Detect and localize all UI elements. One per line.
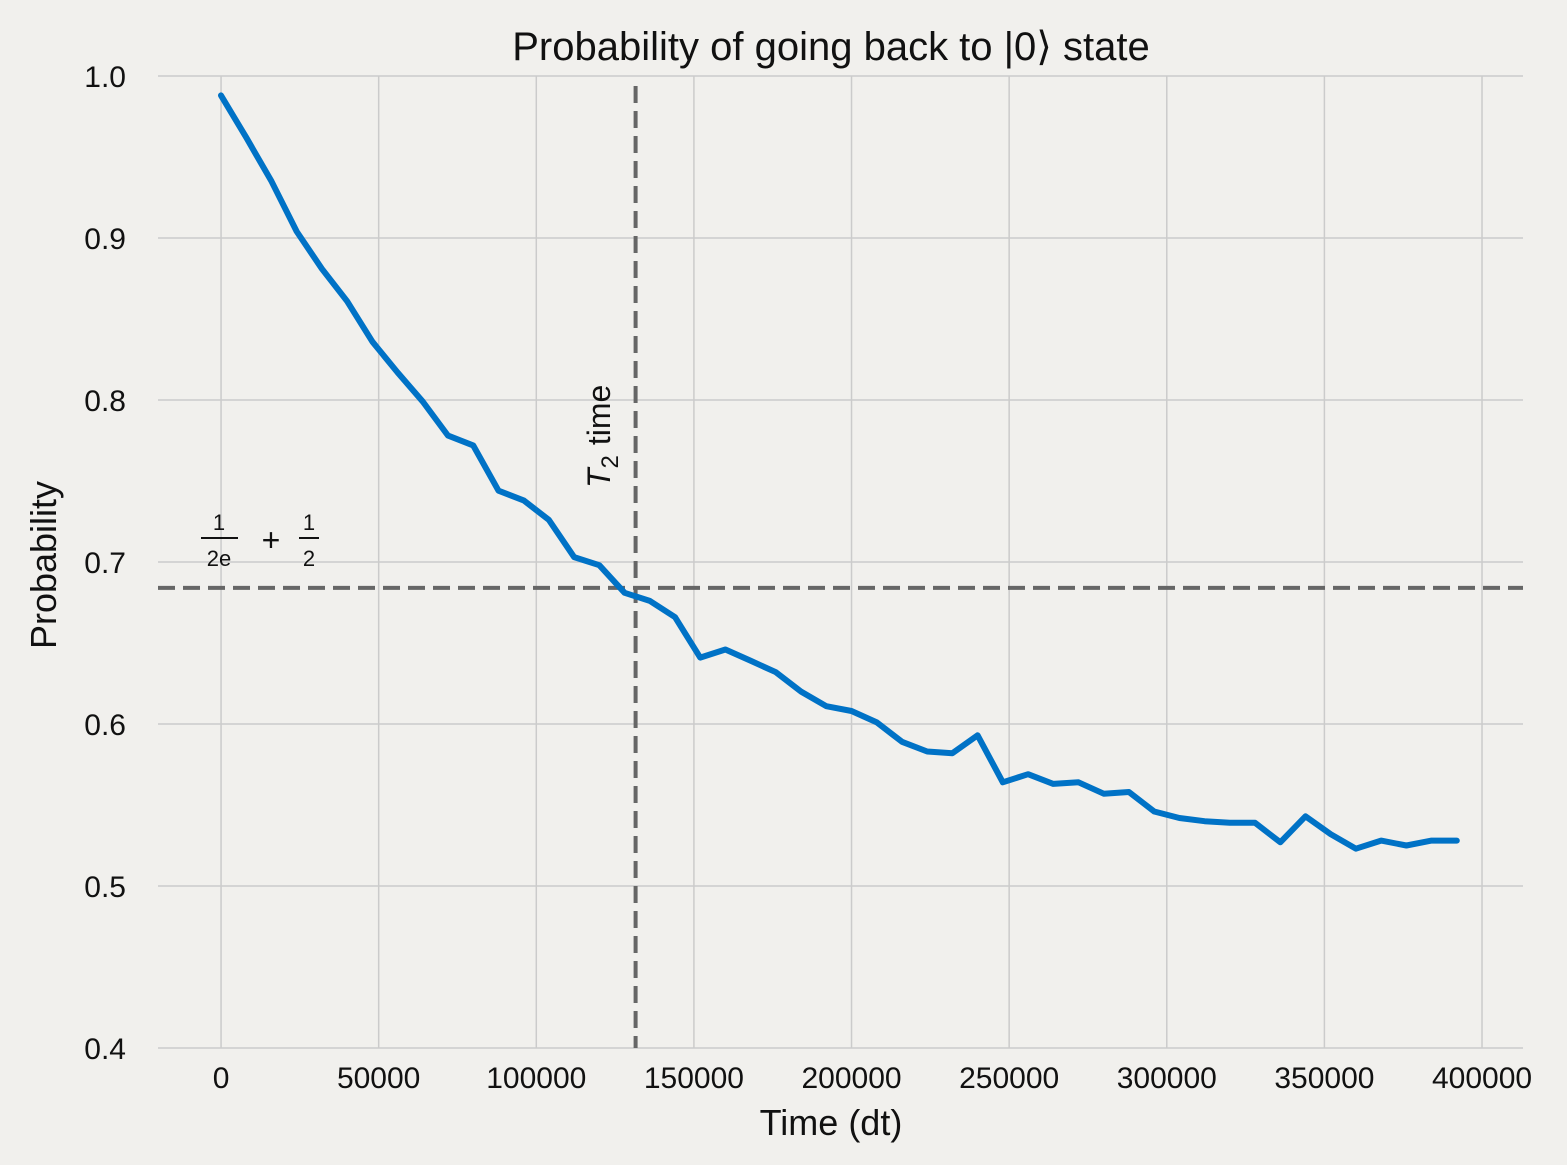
y-tick-label: 0.7	[84, 547, 126, 580]
frac1-numerator: 1	[213, 510, 225, 535]
y-tick-label: 1.0	[84, 61, 126, 94]
horizontal-reference-label: 1 2e + 1 2	[201, 510, 319, 571]
svg-text:T2time: T2 time	[581, 385, 624, 488]
chart-title: Probability of going back to |0⟩ state	[512, 25, 1149, 69]
frac2-denominator: 2	[303, 546, 315, 571]
x-tick-label: 250000	[959, 1062, 1059, 1095]
y-tick-label: 0.8	[84, 385, 126, 418]
x-tick-label: 400000	[1432, 1062, 1532, 1095]
series-line	[218, 92, 1460, 852]
y-tick-label: 0.5	[84, 871, 126, 904]
t2-subscript: 2	[597, 455, 624, 468]
y-tick-label: 0.9	[84, 223, 126, 256]
plus-sign: +	[262, 522, 281, 558]
x-tick-label: 350000	[1274, 1062, 1374, 1095]
series	[218, 92, 1460, 852]
grid-lines	[158, 75, 1523, 1049]
x-tick-label: 300000	[1117, 1062, 1217, 1095]
x-tick-label: 200000	[801, 1062, 901, 1095]
reference-lines	[158, 86, 1523, 1048]
y-tick-label: 0.6	[84, 709, 126, 742]
y-tick-labels: 0.4 0.5 0.6 0.7 0.8 0.9 1.0	[84, 61, 126, 1066]
frac1-denominator: 2e	[207, 546, 231, 571]
x-tick-label: 50000	[337, 1062, 420, 1095]
x-tick-label: 0	[213, 1062, 230, 1095]
x-tick-labels: 0 50000 100000 150000 200000 250000 300000 3500…	[213, 1062, 1532, 1095]
time-word: time	[581, 385, 617, 445]
x-axis-title: Time (dt)	[760, 1102, 903, 1143]
vertical-reference-label: T2 time	[581, 385, 624, 488]
y-axis-title: Probability	[23, 481, 64, 649]
y-tick-label: 0.4	[84, 1033, 126, 1066]
x-tick-label: 100000	[486, 1062, 586, 1095]
frac2-numerator: 1	[303, 510, 315, 535]
t2-symbol: T	[581, 466, 617, 488]
x-tick-label: 150000	[644, 1062, 744, 1095]
